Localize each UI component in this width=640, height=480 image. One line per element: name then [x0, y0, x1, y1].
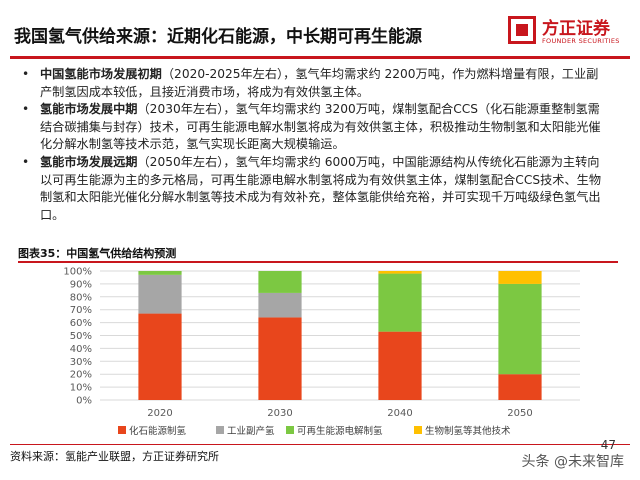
y-tick-label: 90% [70, 279, 92, 290]
slide-title: 我国氢气供给来源：近期化石能源，中长期可再生能源 [14, 27, 422, 47]
bar-segment [138, 313, 182, 400]
bar-segment [498, 271, 542, 284]
company-logo: 方正证券 FOUNDER SECURITIES [508, 12, 626, 54]
bullet-text: （2020-2025年左右），氢气年均需求约 2200万吨，作为燃料增量有限，工… [40, 67, 599, 99]
y-tick-label: 80% [70, 292, 92, 303]
bar-segment [378, 273, 422, 332]
y-tick-label: 30% [70, 357, 92, 368]
y-tick-label: 0% [76, 396, 92, 407]
legend-swatch [216, 426, 224, 434]
bullet-text: （2050年左右），氢气年均需求约 6000万吨，中国能源结构从传统化石能源为主… [40, 154, 602, 222]
legend-label: 生物制氢等其他技术 [425, 425, 511, 437]
bullet-lead: 中国氢能市场发展初期 [40, 67, 162, 81]
source-note: 资料来源：氢能产业联盟，方正证券研究所 [10, 450, 219, 463]
bar-segment [258, 292, 302, 318]
x-tick-label: 2050 [507, 408, 532, 419]
bar-segment [138, 274, 182, 314]
y-tick-label: 40% [70, 344, 92, 355]
bullet-marker: • [22, 154, 30, 169]
bullet-item: • 氢能市场发展中期（2030年左右），氢气年均需求约 3200万吨，煤制氢配合… [18, 101, 610, 154]
bar-segment [498, 283, 542, 375]
y-tick-label: 10% [70, 383, 92, 394]
bar-segment [378, 271, 422, 274]
bar-segment [138, 271, 182, 275]
bar-segment [378, 331, 422, 400]
figure-caption: 图表35：中国氢气供给结构预测 [18, 247, 177, 260]
legend-label: 工业副产氢 [227, 425, 275, 437]
stacked-bar-chart: 0% 10% 20% 30% 40% 50% 60% 70% 80% 90%100% 2020 203… [63, 267, 580, 437]
bullet-text: （2030年左右），氢气年均需求约 3200万吨，煤制氢配合CCS（化石能源重整… [40, 102, 601, 152]
bar-segment [258, 317, 302, 400]
logo-mark-icon [508, 16, 536, 44]
bullet-item: • 中国氢能市场发展初期（2020-2025年左右），氢气年均需求约 2200万… [18, 66, 610, 101]
bullet-lead: 氢能市场发展中期 [40, 102, 138, 117]
logo-name-en: FOUNDER SECURITIES [542, 37, 620, 45]
legend-swatch [414, 426, 422, 434]
bullet-item: • 氢能市场发展远期（2050年左右），氢气年均需求约 6000万吨，中国能源结… [18, 154, 610, 224]
x-tick-label: 2020 [147, 408, 172, 419]
bullet-list: • 中国氢能市场发展初期（2020-2025年左右），氢气年均需求约 2200万… [18, 66, 610, 224]
logo-name-cn: 方正证券 [542, 19, 610, 39]
bar-segment [498, 374, 542, 400]
bullet-lead: 氢能市场发展远期 [40, 154, 138, 169]
legend-label: 可再生能源电解制氢 [297, 425, 383, 437]
caption-divider [18, 261, 618, 263]
bullet-marker: • [22, 67, 30, 81]
x-tick-label: 2040 [387, 408, 412, 419]
y-tick-label: 60% [70, 318, 92, 329]
y-tick-label: 20% [70, 370, 92, 381]
y-tick-label: 70% [70, 305, 92, 316]
legend-swatch [118, 426, 126, 434]
watermark: 头条 @未来智库 [521, 454, 624, 470]
y-tick-label: 100% [63, 267, 92, 278]
bar-segment [258, 271, 302, 293]
y-tick-label: 50% [70, 331, 92, 342]
footer-divider [10, 444, 630, 445]
legend-label: 化石能源制氢 [129, 425, 187, 437]
bullet-marker: • [22, 102, 30, 117]
legend-swatch [286, 426, 294, 434]
page-number: 47 [600, 438, 616, 452]
x-tick-label: 2030 [267, 408, 292, 419]
title-divider [10, 56, 630, 59]
